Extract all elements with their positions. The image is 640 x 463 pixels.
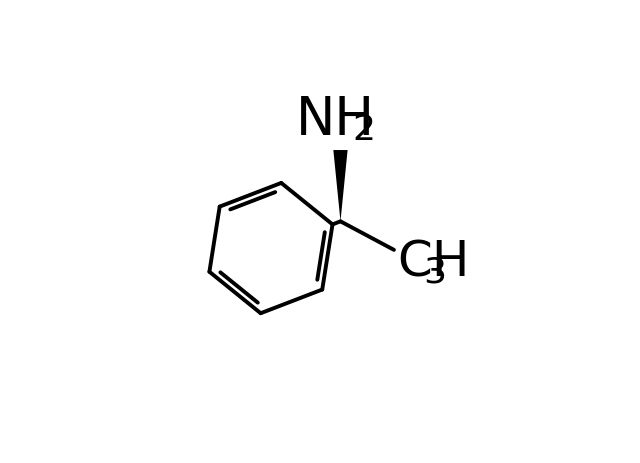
Polygon shape (333, 150, 348, 221)
Text: 3: 3 (424, 255, 447, 289)
Text: NH: NH (296, 94, 374, 146)
Text: 2: 2 (353, 113, 376, 147)
Text: CH: CH (397, 238, 470, 286)
